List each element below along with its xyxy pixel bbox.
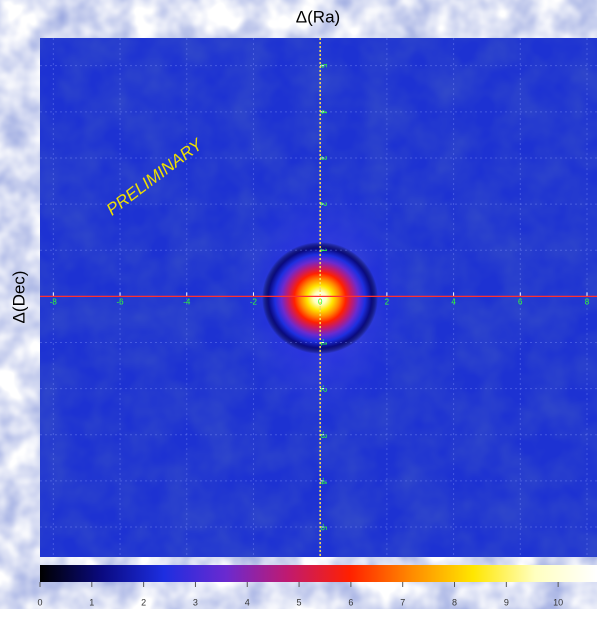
colorbar-tick-label: 10 (553, 597, 563, 607)
colorbar-tick-label: 6 (348, 597, 353, 607)
y-axis-label: Δ(Dec) (9, 271, 28, 324)
x-tick-label: -2 (250, 297, 258, 306)
x-tick-label: 6 (518, 297, 523, 306)
y-tick-label: 1 (319, 248, 328, 253)
y-tick-label: -1 (319, 339, 328, 347)
colorbar-tick-label: 0 (37, 597, 42, 607)
x-tick-label: 4 (451, 297, 456, 306)
colorbar-tick-label: 7 (400, 597, 405, 607)
x-tick-label: 2 (385, 297, 390, 306)
colorbar (40, 565, 597, 582)
colorbar-tick-label: 5 (297, 597, 302, 607)
x-tick-label: 8 (585, 297, 590, 306)
x-tick-label: -4 (183, 297, 191, 306)
colorbar-tick-label: 9 (504, 597, 509, 607)
colorbar-tick-label: 3 (193, 597, 198, 607)
y-tick-label: 2 (319, 202, 328, 207)
x-tick-label: -6 (116, 297, 124, 306)
y-tick-label: -3 (319, 431, 328, 439)
chart-title: Δ(Ra) (296, 7, 340, 26)
x-tick-label: 0 (318, 297, 323, 306)
y-tick-label: -2 (319, 385, 328, 393)
x-tick-label: -8 (50, 297, 58, 306)
y-tick-label: -4 (319, 477, 328, 485)
y-tick-label: 5 (319, 63, 328, 68)
colorbar-tick-label: 2 (141, 597, 146, 607)
y-tick-label: -5 (319, 523, 328, 531)
colorbar-tick-label: 4 (245, 597, 250, 607)
y-tick-label: 4 (319, 110, 328, 115)
colorbar-tick-label: 1 (89, 597, 94, 607)
colorbar-tick-label: 8 (452, 597, 457, 607)
y-tick-label: 3 (319, 156, 328, 161)
